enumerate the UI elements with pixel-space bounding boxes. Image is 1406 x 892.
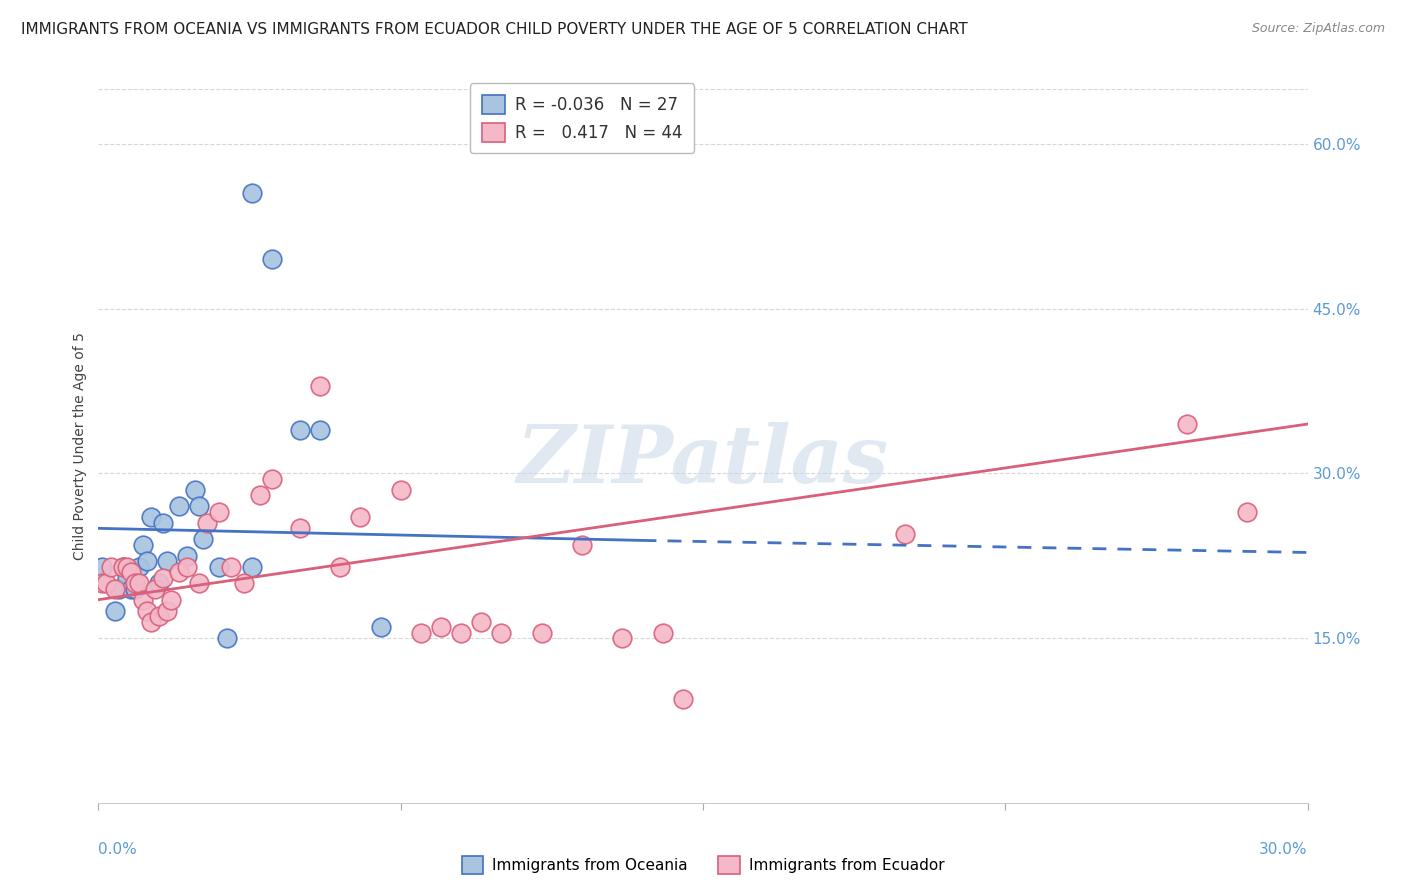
Point	[470, 615, 492, 629]
Point	[208, 559, 231, 574]
Point	[152, 571, 174, 585]
Point	[156, 554, 179, 568]
Point	[135, 554, 157, 568]
Point	[103, 582, 125, 596]
Point	[249, 488, 271, 502]
Point	[120, 582, 142, 596]
Point	[893, 526, 915, 541]
Point	[430, 620, 453, 634]
Point	[288, 423, 311, 437]
Point	[309, 378, 332, 392]
Point	[176, 559, 198, 574]
Point	[156, 604, 179, 618]
Point	[184, 483, 207, 497]
Point	[139, 615, 162, 629]
Point	[217, 631, 239, 645]
Point	[1175, 417, 1198, 431]
Point	[221, 559, 243, 574]
Point	[389, 483, 412, 497]
Point	[309, 423, 332, 437]
Point	[96, 576, 118, 591]
Point	[132, 592, 155, 607]
Point	[195, 516, 218, 530]
Point	[571, 538, 593, 552]
Point	[1236, 505, 1258, 519]
Point	[107, 582, 129, 596]
Point	[115, 559, 138, 574]
Point	[135, 604, 157, 618]
Point	[152, 516, 174, 530]
Point	[260, 472, 283, 486]
Point	[148, 576, 170, 591]
Point	[491, 625, 513, 640]
Point	[100, 559, 122, 574]
Text: 0.0%: 0.0%	[98, 842, 138, 857]
Point	[530, 625, 553, 640]
Point	[111, 559, 134, 574]
Point	[349, 510, 371, 524]
Y-axis label: Child Poverty Under the Age of 5: Child Poverty Under the Age of 5	[73, 332, 87, 560]
Point	[240, 559, 263, 574]
Point	[160, 592, 183, 607]
Point	[111, 559, 134, 574]
Point	[128, 559, 150, 574]
Point	[240, 186, 263, 201]
Point	[288, 521, 311, 535]
Point	[409, 625, 432, 640]
Point	[132, 538, 155, 552]
Point	[651, 625, 673, 640]
Point	[329, 559, 352, 574]
Point	[232, 576, 254, 591]
Text: IMMIGRANTS FROM OCEANIA VS IMMIGRANTS FROM ECUADOR CHILD POVERTY UNDER THE AGE O: IMMIGRANTS FROM OCEANIA VS IMMIGRANTS FR…	[21, 22, 967, 37]
Text: Source: ZipAtlas.com: Source: ZipAtlas.com	[1251, 22, 1385, 36]
Point	[128, 576, 150, 591]
Point	[148, 609, 170, 624]
Point	[139, 510, 162, 524]
Point	[103, 604, 125, 618]
Point	[672, 691, 695, 706]
Text: 30.0%: 30.0%	[1260, 842, 1308, 857]
Legend: R = -0.036   N = 27, R =   0.417   N = 44: R = -0.036 N = 27, R = 0.417 N = 44	[470, 83, 695, 153]
Point	[188, 500, 211, 514]
Point	[612, 631, 634, 645]
Point	[193, 533, 215, 547]
Point	[124, 582, 146, 596]
Point	[167, 500, 190, 514]
Text: ZIPatlas: ZIPatlas	[517, 422, 889, 499]
Point	[143, 582, 166, 596]
Point	[188, 576, 211, 591]
Point	[260, 252, 283, 267]
Point	[120, 566, 142, 580]
Legend: Immigrants from Oceania, Immigrants from Ecuador: Immigrants from Oceania, Immigrants from…	[456, 850, 950, 880]
Point	[167, 566, 190, 580]
Point	[176, 549, 198, 563]
Point	[370, 620, 392, 634]
Point	[450, 625, 472, 640]
Point	[91, 576, 114, 591]
Point	[91, 559, 114, 574]
Point	[208, 505, 231, 519]
Point	[115, 571, 138, 585]
Point	[124, 576, 146, 591]
